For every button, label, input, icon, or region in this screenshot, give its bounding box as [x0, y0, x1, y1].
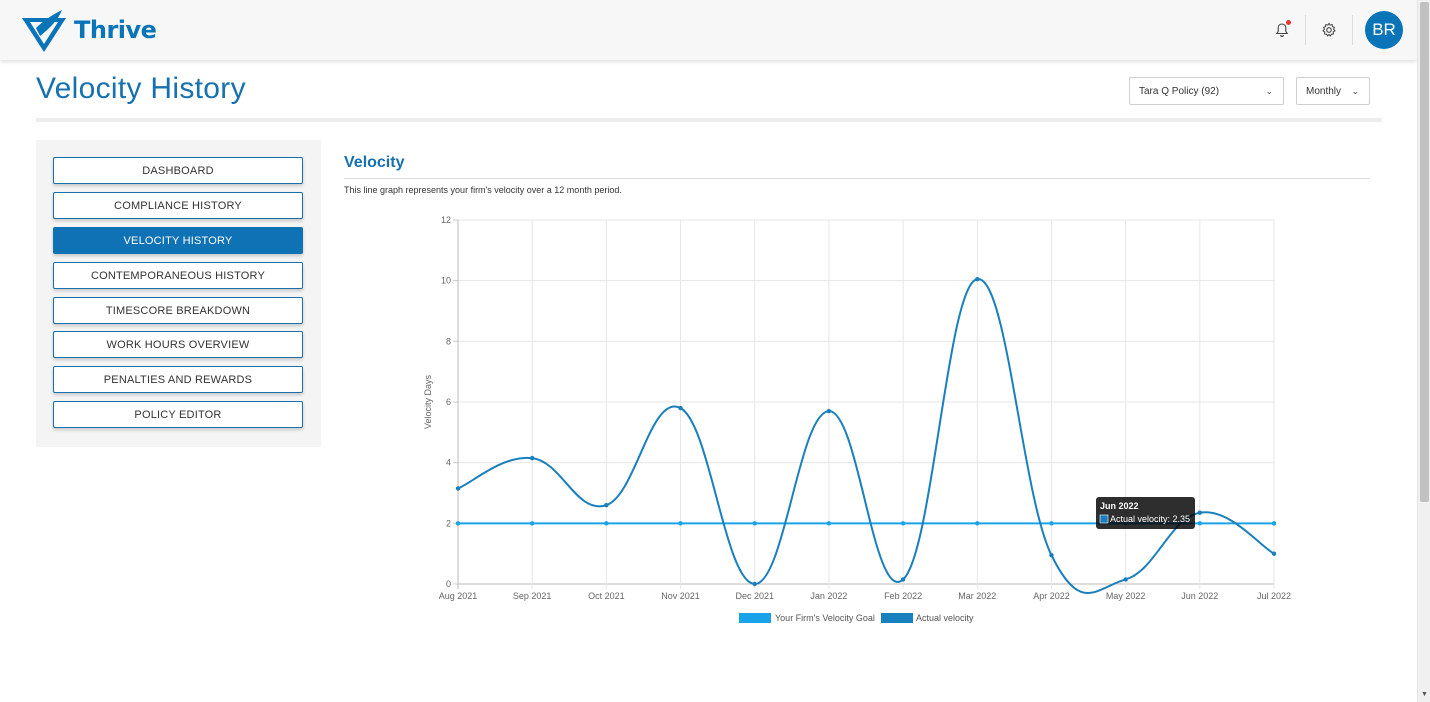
actual-point[interactable] — [1049, 552, 1054, 558]
goal-point[interactable] — [975, 521, 980, 526]
goal-point[interactable] — [678, 521, 683, 526]
y-tick-label: 4 — [446, 458, 451, 468]
x-axis-ticks: Aug 2021 Sep 2021 Oct 2021 Nov 2021 Dec 2021… — [439, 591, 1291, 601]
scrollbar[interactable]: ▼ — [1417, 0, 1430, 702]
actual-point[interactable] — [826, 408, 832, 414]
y-tick-label: 6 — [446, 397, 451, 407]
chevron-down-icon: ⌄ — [1265, 85, 1273, 96]
sidebar-item-velocity-history[interactable]: VELOCITY HISTORY — [53, 227, 303, 254]
chart-legend: Your Firm's Velocity Goal Actual velocity — [739, 613, 974, 623]
goal-point[interactable] — [826, 521, 832, 526]
sidebar-item-contemporaneous-history[interactable]: CONTEMPORANEOUS HISTORY — [53, 262, 303, 289]
goal-point[interactable] — [1049, 521, 1054, 526]
x-tick-label: Aug 2021 — [439, 591, 478, 601]
goal-point[interactable] — [752, 521, 757, 526]
notification-dot — [1286, 20, 1291, 25]
sidebar-item-policy-editor[interactable]: POLICY EDITOR — [53, 401, 303, 428]
top-actions: BR — [1263, 11, 1403, 49]
tooltip-box — [1096, 497, 1195, 529]
sidebar-item-work-hours-overview[interactable]: WORK HOURS OVERVIEW — [53, 331, 303, 358]
y-axis-ticks: 0 2 4 6 8 10 12 — [441, 215, 451, 589]
actual-point[interactable] — [529, 455, 535, 461]
period-select-value: Monthly — [1306, 85, 1342, 97]
legend-swatch-goal — [739, 613, 771, 623]
y-tick-label: 10 — [441, 276, 451, 286]
actual-point[interactable] — [604, 502, 609, 508]
goal-point[interactable] — [1197, 521, 1203, 526]
actual-point[interactable] — [455, 486, 461, 491]
divider — [1305, 15, 1306, 45]
y-axis-label: Velocity Days — [423, 374, 433, 429]
thrive-logo-icon — [22, 10, 66, 52]
goal-point[interactable] — [529, 521, 535, 526]
goal-point[interactable] — [1271, 521, 1277, 526]
settings-button[interactable] — [1310, 11, 1348, 49]
x-tick-label: May 2022 — [1106, 591, 1146, 601]
actual-point[interactable] — [1271, 551, 1277, 556]
tooltip-body: Actual velocity: 2.35 — [1110, 514, 1190, 524]
sidebar-item-penalties-and-rewards[interactable]: PENALTIES AND REWARDS — [53, 366, 303, 393]
goal-point[interactable] — [604, 521, 609, 526]
sidebar: DASHBOARD COMPLIANCE HISTORY VELOCITY HI… — [36, 140, 321, 447]
x-tick-label: Jun 2022 — [1181, 591, 1218, 601]
scroll-thumb[interactable] — [1420, 2, 1429, 502]
legend-label-goal: Your Firm's Velocity Goal — [775, 613, 875, 623]
gear-icon — [1322, 22, 1336, 37]
goal-point[interactable] — [900, 521, 906, 526]
avatar[interactable]: BR — [1365, 11, 1403, 49]
chart-tooltip: Jun 2022 Actual velocity: 2.35 — [1096, 497, 1195, 529]
actual-point[interactable] — [1197, 510, 1203, 515]
policy-select-value: Tara Q Policy (92) — [1139, 85, 1220, 97]
chart-series — [457, 278, 1275, 595]
divider — [1352, 15, 1353, 45]
y-tick-label: 2 — [446, 518, 451, 528]
x-tick-label: Feb 2022 — [884, 591, 922, 601]
x-tick-label: Jul 2022 — [1257, 591, 1291, 601]
actual-point[interactable] — [1123, 577, 1128, 582]
tooltip-title: Jun 2022 — [1100, 501, 1139, 511]
scroll-down-icon[interactable]: ▼ — [1421, 691, 1428, 698]
legend-label-actual: Actual velocity — [916, 613, 974, 623]
chart-grid — [453, 219, 1275, 589]
actual-point[interactable] — [975, 276, 980, 282]
chart-title: Velocity — [344, 154, 405, 171]
chevron-down-icon: ⌄ — [1351, 85, 1359, 96]
notifications-button[interactable] — [1263, 11, 1301, 49]
x-tick-label: Sep 2021 — [513, 591, 552, 601]
sidebar-item-compliance-history[interactable]: COMPLIANCE HISTORY — [53, 192, 303, 219]
bell-icon — [1275, 23, 1289, 38]
x-tick-label: Apr 2022 — [1033, 591, 1070, 601]
chart-points — [455, 276, 1277, 587]
sidebar-item-dashboard[interactable]: DASHBOARD — [53, 157, 303, 184]
actual-point[interactable] — [900, 577, 906, 582]
x-tick-label: Mar 2022 — [958, 591, 996, 601]
x-tick-label: Oct 2021 — [588, 591, 625, 601]
x-tick-label: Jan 2022 — [810, 591, 847, 601]
actual-point[interactable] — [752, 581, 757, 587]
page-title: Velocity History — [36, 72, 246, 105]
y-tick-label: 12 — [441, 215, 451, 225]
y-tick-label: 8 — [446, 336, 451, 346]
goal-point[interactable] — [455, 521, 461, 526]
chart-description: This line graph represents your firm's v… — [344, 185, 622, 195]
period-select[interactable]: Monthly ⌄ — [1296, 77, 1370, 105]
legend-swatch-actual — [881, 613, 913, 623]
logo[interactable]: Thrive — [20, 6, 157, 54]
actual-point[interactable] — [678, 405, 683, 411]
top-bar: Thrive BR — [0, 0, 1417, 60]
chart-divider — [344, 178, 1370, 179]
x-tick-label: Nov 2021 — [661, 591, 700, 601]
app-name: Thrive — [74, 16, 157, 44]
heading-divider — [36, 118, 1382, 122]
actual-series-line — [457, 278, 1275, 595]
tooltip-swatch — [1099, 514, 1109, 524]
policy-select[interactable]: Tara Q Policy (92) ⌄ — [1129, 77, 1284, 105]
y-tick-label: 0 — [446, 579, 451, 589]
x-tick-label: Dec 2021 — [735, 591, 774, 601]
sidebar-item-timescore-breakdown[interactable]: TIMESCORE BREAKDOWN — [53, 297, 303, 324]
